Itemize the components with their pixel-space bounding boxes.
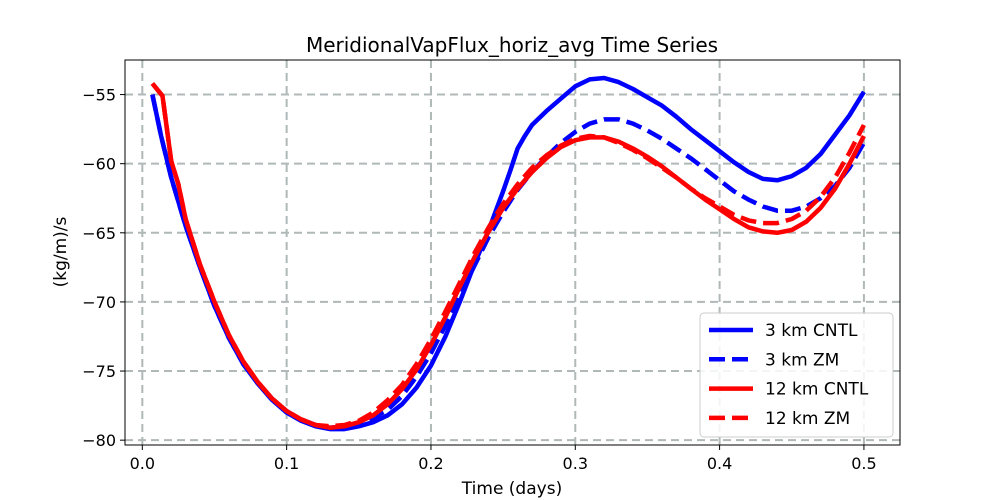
y-tick-label: −75 xyxy=(82,362,116,381)
legend-label: 12 km CNTL xyxy=(765,380,869,400)
series-line-2 xyxy=(150,94,866,430)
y-tick-label: −65 xyxy=(82,224,116,243)
chart-title: MeridionalVapFlux_horiz_avg Time Series xyxy=(306,33,718,57)
y-tick-label: −80 xyxy=(82,431,116,450)
y-axis-label: (kg/m)/s xyxy=(51,216,71,287)
plot-frame xyxy=(124,59,901,446)
x-tick-label: 0.0 xyxy=(130,454,155,473)
y-tick-label: −70 xyxy=(82,293,116,312)
legend-box xyxy=(699,312,894,438)
series-lines xyxy=(150,75,866,432)
x-tick-label: 0.4 xyxy=(707,454,732,473)
legend-label: 12 km ZM xyxy=(765,409,850,429)
x-tick-label: 0.3 xyxy=(563,454,588,473)
x-tick-label: 0.5 xyxy=(851,454,876,473)
axis-ticks: 0.0 0.1 0.2 0.3 0.4 0.5 −55 −60 −65 −70 −75 −80 xyxy=(82,86,876,473)
y-tick-label: −60 xyxy=(82,155,116,174)
series-line-4 xyxy=(150,82,866,429)
x-tick-label: 0.2 xyxy=(418,454,443,473)
y-tick-label: −55 xyxy=(82,86,116,105)
legend-label: 3 km ZM xyxy=(765,350,839,370)
legend-label: 3 km CNTL xyxy=(765,321,858,341)
x-tick-label: 0.1 xyxy=(274,454,299,473)
legend: 3 km CNTL 3 km ZM 12 km CNTL 12 km ZM xyxy=(699,312,894,438)
x-axis-label: Time (days) xyxy=(461,479,562,499)
